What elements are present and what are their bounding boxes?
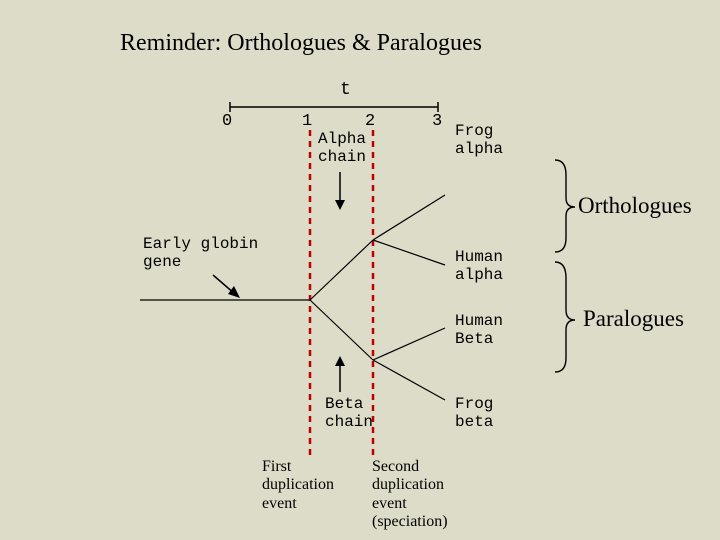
tick-label-2: 2 <box>365 112 375 131</box>
second-dup-label: Second duplication event (speciation) <box>372 458 448 532</box>
beta-chain-arrow-head <box>335 356 345 366</box>
tick-label-0: 0 <box>222 112 232 131</box>
tick-label-1: 1 <box>302 112 312 131</box>
orthologues-bracket <box>555 160 575 252</box>
tree-root-to-alpha <box>310 240 373 300</box>
early-globin-arrow-head <box>228 286 240 298</box>
tree-alpha-to-frog <box>373 195 445 240</box>
beta-chain-label: Beta chain <box>325 395 373 432</box>
first-dup-label: First duplication event <box>262 458 334 513</box>
paralogues-label: Paralogues <box>583 306 684 332</box>
alpha-chain-arrow-head <box>335 200 345 210</box>
leaf-human-beta: Human Beta <box>455 312 503 349</box>
tree-beta-to-human <box>373 328 445 360</box>
leaf-human-alpha: Human alpha <box>455 248 503 285</box>
orthologues-label: Orthologues <box>578 193 692 219</box>
t-label-text: t <box>340 80 351 100</box>
early-globin-label: Early globin gene <box>143 235 258 272</box>
tree-root-to-beta <box>310 300 373 360</box>
leaf-frog-beta: Frog beta <box>455 395 493 432</box>
leaf-frog-alpha: Frog alpha <box>455 122 503 159</box>
tree-beta-to-frog <box>373 360 445 400</box>
alpha-chain-label: Alpha chain <box>318 130 366 167</box>
tick-label-3: 3 <box>432 112 442 131</box>
t-label: t <box>340 80 351 100</box>
diagram-svg <box>0 0 720 540</box>
paralogues-bracket <box>555 262 575 372</box>
tree-alpha-to-human <box>373 240 445 265</box>
